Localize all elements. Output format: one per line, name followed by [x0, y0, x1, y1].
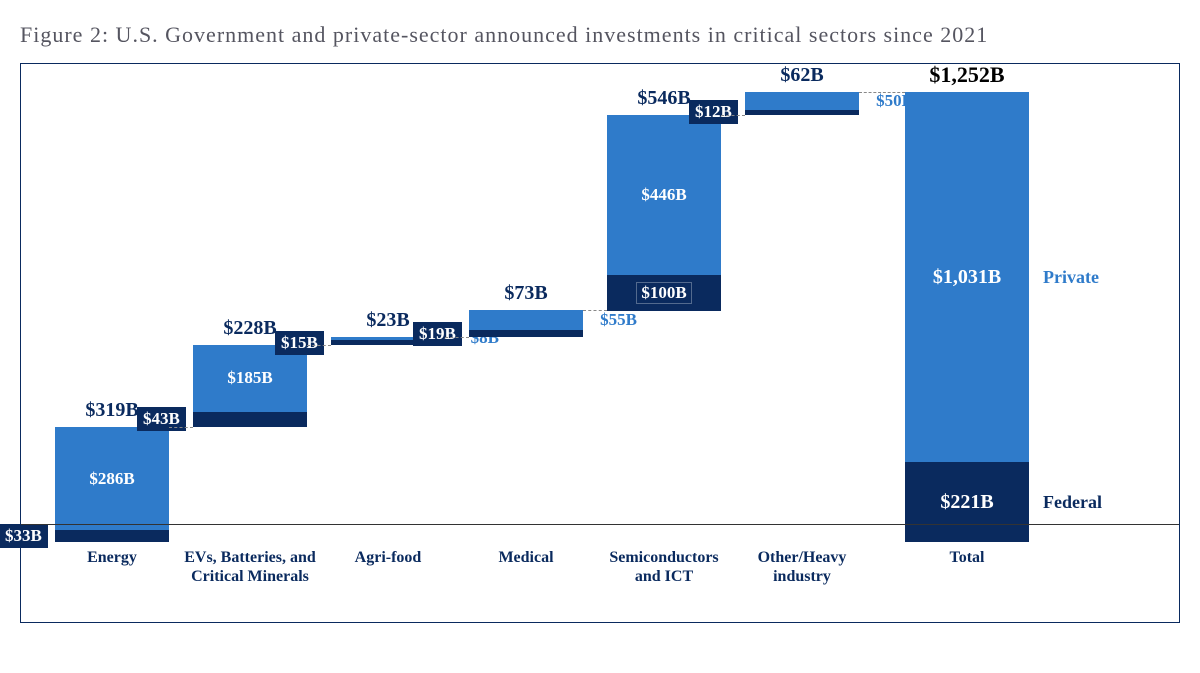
bar-semis: $446B$100B$546B [607, 115, 721, 311]
bar-semis-private: $446B [607, 115, 721, 275]
connector-semis [583, 310, 607, 311]
bar-medical-private: $55B [469, 310, 583, 330]
bar-evs-federal: $43B [193, 412, 307, 427]
bar-total: $1,031B$221B$1,252B [905, 92, 1029, 542]
xlabel-agri: Agri-food [319, 548, 457, 567]
xlabel-other: Other/Heavy industry [733, 548, 871, 586]
connector-agri [307, 345, 331, 346]
label-total-total: $1,252B [905, 62, 1029, 88]
bar-total-federal: $221B [905, 462, 1029, 541]
bar-total-private: $1,031B [905, 92, 1029, 463]
xlabel-semis: Semiconductors and ICT [595, 548, 733, 586]
legend-federal: Federal [1043, 492, 1102, 513]
x-axis-baseline [21, 524, 1179, 525]
connector-other [721, 115, 745, 116]
label-total-private: $1,031B [933, 266, 1001, 289]
label-energy-federal: $33B [0, 524, 48, 548]
label-semis-federal: $100B [636, 282, 691, 304]
bar-energy-private: $286B [55, 427, 169, 530]
xlabel-total: Total [895, 548, 1039, 567]
label-semis-private: $446B [641, 185, 686, 205]
label-other-federal: $12B [689, 100, 738, 124]
connector-medical [445, 337, 469, 338]
label-medical-private: $55B [600, 310, 637, 330]
plot-area: $286B$33B$319B$185B$43B$228B$8B$15B$23B$… [35, 82, 1165, 542]
label-agri-federal: $15B [275, 331, 324, 355]
chart-frame: $286B$33B$319B$185B$43B$228B$8B$15B$23B$… [20, 63, 1180, 623]
label-energy-private: $286B [89, 469, 134, 489]
connector-evs [169, 427, 193, 428]
bar-energy-federal: $33B [55, 530, 169, 542]
bar-medical-federal: $19B [469, 330, 583, 337]
bar-other-federal: $12B [745, 110, 859, 114]
x-axis-labels: EnergyEVs, Batteries, and Critical Miner… [35, 548, 1165, 608]
label-evs-private: $185B [227, 368, 272, 388]
bar-evs-private: $185B [193, 345, 307, 411]
bar-other-private: $50B [745, 92, 859, 110]
label-total-federal: $221B [940, 491, 993, 514]
connector-total [859, 92, 905, 93]
xlabel-medical: Medical [457, 548, 595, 567]
figure-title: Figure 2: U.S. Government and private-se… [20, 20, 1180, 51]
bar-evs: $185B$43B$228B [193, 345, 307, 427]
bar-semis-federal: $100B [607, 275, 721, 311]
label-medical-federal: $19B [413, 322, 462, 346]
xlabel-energy: Energy [43, 548, 181, 567]
legend-private: Private [1043, 267, 1099, 288]
label-medical-total: $73B [469, 282, 583, 305]
label-other-total: $62B [745, 64, 859, 87]
bar-other: $50B$12B$62B [745, 92, 859, 114]
xlabel-evs: EVs, Batteries, and Critical Minerals [181, 548, 319, 586]
bar-medical: $55B$19B$73B [469, 310, 583, 337]
